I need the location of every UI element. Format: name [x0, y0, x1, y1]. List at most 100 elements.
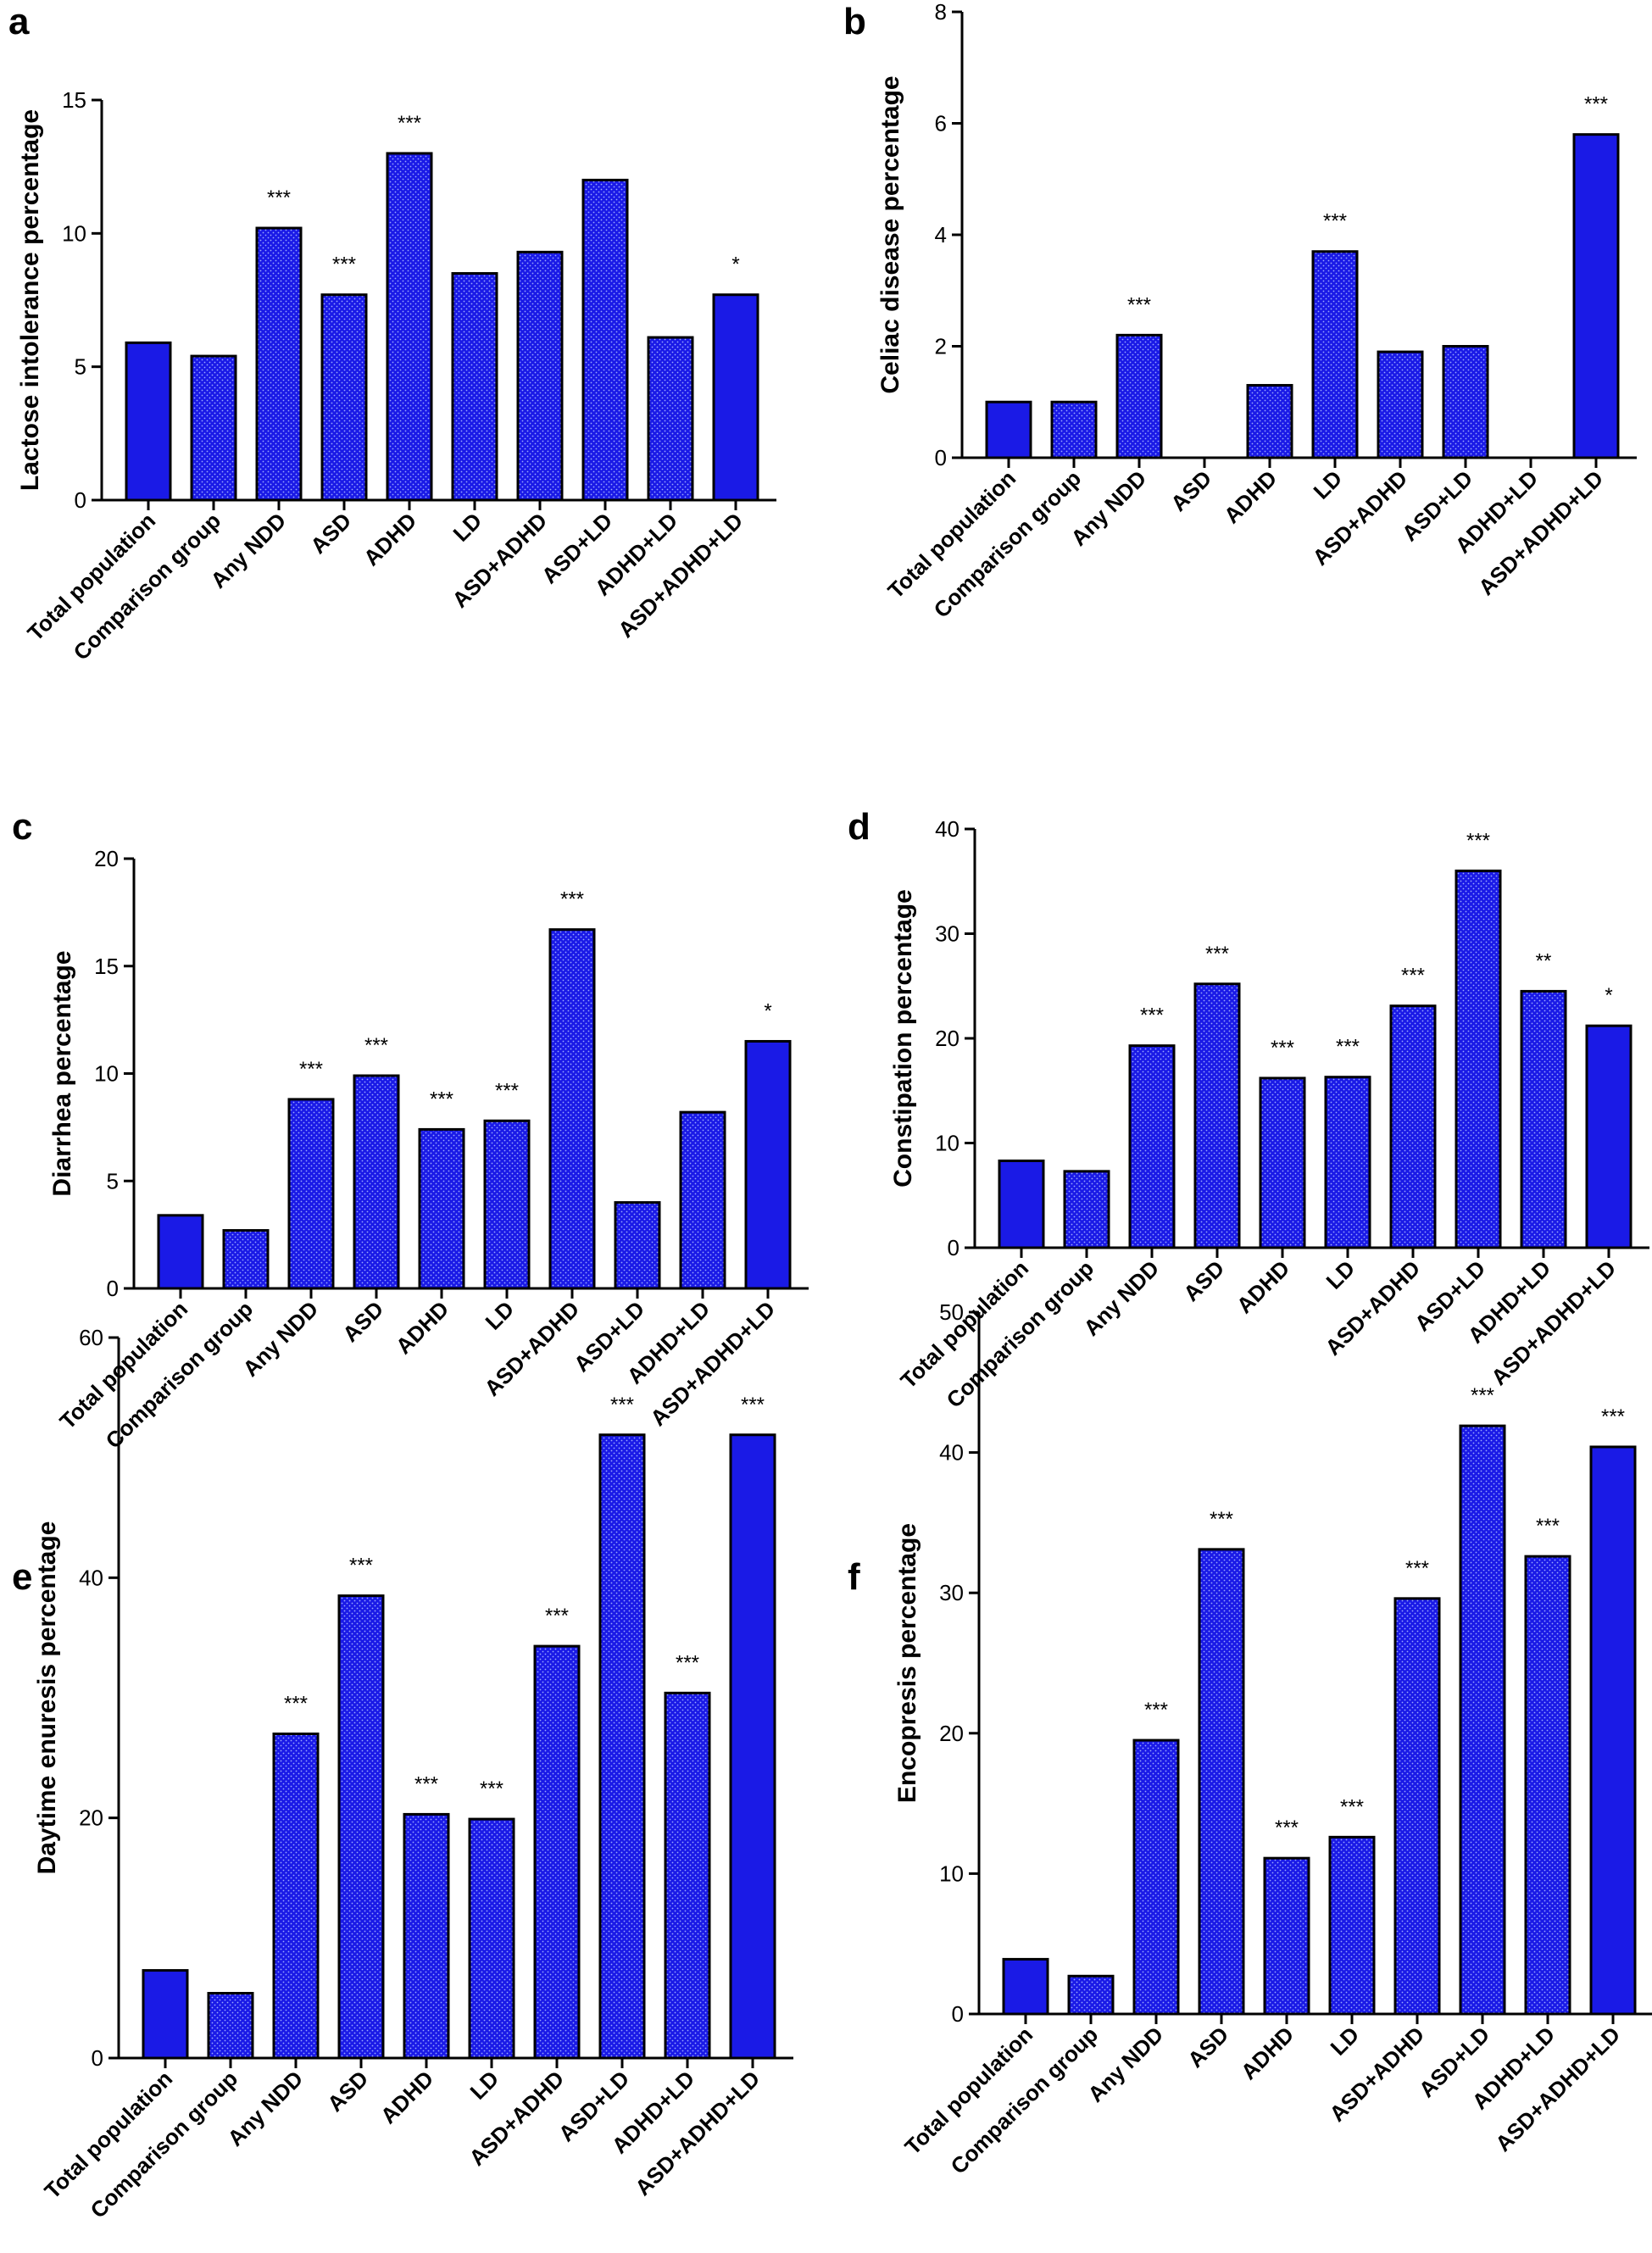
panel-letter: c	[12, 806, 32, 848]
bar	[712, 293, 759, 502]
bar	[483, 1119, 531, 1290]
bar	[1328, 1835, 1376, 2016]
y-tick-label: 15	[94, 954, 119, 979]
x-tick-label: ASD	[1178, 1255, 1229, 1306]
bar	[1132, 1738, 1180, 2016]
bar	[190, 354, 237, 502]
significance-label: ***	[364, 1034, 388, 1057]
x-tick-label: ASD	[337, 1296, 388, 1347]
bar	[1067, 1974, 1115, 2016]
bar	[468, 1817, 515, 2060]
x-tick-label: ADHD	[359, 508, 421, 570]
x-tick-label: LD	[1321, 1255, 1360, 1294]
bar	[1524, 1555, 1571, 2016]
significance-label: ***	[414, 1772, 438, 1795]
bar	[985, 400, 1032, 459]
bar	[1459, 1424, 1506, 2016]
x-tick-label: LD	[448, 508, 487, 547]
bar	[320, 293, 368, 502]
y-axis-label: Constipation percentage	[889, 889, 917, 1188]
y-tick-label: 40	[79, 1565, 103, 1590]
x-tick-label: ASD+ADHD+LD	[613, 508, 748, 643]
bar	[1193, 982, 1241, 1249]
significance-label: ***	[1205, 943, 1229, 965]
y-tick-label: 10	[94, 1061, 119, 1087]
significance-label: ***	[1466, 829, 1490, 852]
x-tick-label: LD	[481, 1296, 520, 1335]
y-tick-label: 20	[79, 1805, 103, 1831]
bar	[664, 1691, 711, 2060]
panel-letter: e	[12, 1556, 32, 1598]
significance-label: ***	[1271, 1037, 1294, 1060]
y-tick-label: 40	[935, 816, 959, 842]
bar	[729, 1433, 776, 2060]
panel-e: e Daytime enuresis percentage0204060Total…	[12, 1325, 793, 2223]
bar	[614, 1201, 661, 1290]
significance-label: ***	[299, 1058, 323, 1081]
significance-label: *	[764, 999, 771, 1022]
y-tick-label: 10	[62, 220, 86, 246]
significance-label: ***	[1210, 1508, 1233, 1531]
bar	[1324, 1076, 1371, 1249]
bar	[1311, 250, 1359, 459]
y-tick-label: 20	[94, 846, 119, 871]
bar	[1377, 350, 1424, 459]
significance-label: ***	[1584, 93, 1608, 116]
y-tick-label: 50	[939, 1299, 964, 1325]
x-tick-label: LD	[465, 2066, 504, 2105]
bar	[451, 272, 498, 502]
significance-label: ***	[349, 1555, 373, 1577]
significance-label: ***	[1323, 210, 1347, 233]
significance-label: ***	[1601, 1405, 1625, 1428]
y-axis-label: Lactose intolerance percentage	[16, 109, 44, 491]
significance-label: ***	[676, 1651, 699, 1674]
y-tick-label: 10	[935, 1131, 959, 1156]
significance-label: ***	[1405, 1557, 1429, 1580]
bar	[125, 341, 172, 502]
panel-letter: b	[843, 1, 866, 42]
significance-label: ***	[741, 1394, 765, 1416]
y-tick-label: 0	[92, 2045, 103, 2071]
x-tick-label: LD	[1309, 465, 1348, 504]
significance-label: ***	[495, 1079, 519, 1102]
y-tick-label: 30	[939, 1580, 964, 1605]
bar	[1389, 1004, 1437, 1249]
x-tick-label: LD	[1326, 2022, 1365, 2061]
significance-label: ***	[1340, 1795, 1364, 1818]
y-tick-label: 5	[75, 354, 86, 380]
bar	[744, 1039, 792, 1290]
bar	[548, 928, 596, 1290]
bar	[337, 1594, 385, 2060]
bar	[1455, 869, 1502, 1249]
bar	[1520, 989, 1567, 1249]
x-tick-label: ASD+ADHD+LD	[1486, 1255, 1621, 1390]
bar	[998, 1159, 1045, 1249]
bar	[255, 226, 303, 502]
x-tick-label: ASD	[1182, 2022, 1233, 2072]
bar	[287, 1098, 335, 1290]
y-tick-label: 0	[952, 2001, 964, 2027]
bar	[1050, 400, 1098, 459]
y-tick-label: 6	[935, 111, 947, 136]
bar	[418, 1127, 465, 1290]
significance-label: ***	[1140, 1004, 1164, 1027]
y-tick-label: 4	[935, 222, 947, 248]
y-tick-label: 2	[935, 334, 947, 359]
bar	[1246, 384, 1293, 459]
significance-label: **	[1536, 949, 1552, 972]
x-tick-label: ASD+ADHD+LD	[1490, 2022, 1625, 2156]
bar	[1115, 333, 1163, 459]
bar	[272, 1733, 320, 2060]
significance-label: ***	[1471, 1384, 1494, 1407]
bar	[353, 1074, 400, 1290]
y-tick-label: 10	[939, 1861, 964, 1886]
significance-label: ***	[1401, 965, 1425, 987]
bar	[1002, 1957, 1049, 2016]
y-tick-label: 0	[75, 487, 86, 513]
significance-label: ***	[1336, 1036, 1360, 1059]
bar	[679, 1110, 726, 1290]
significance-label: *	[731, 253, 739, 276]
bar	[533, 1644, 581, 2060]
